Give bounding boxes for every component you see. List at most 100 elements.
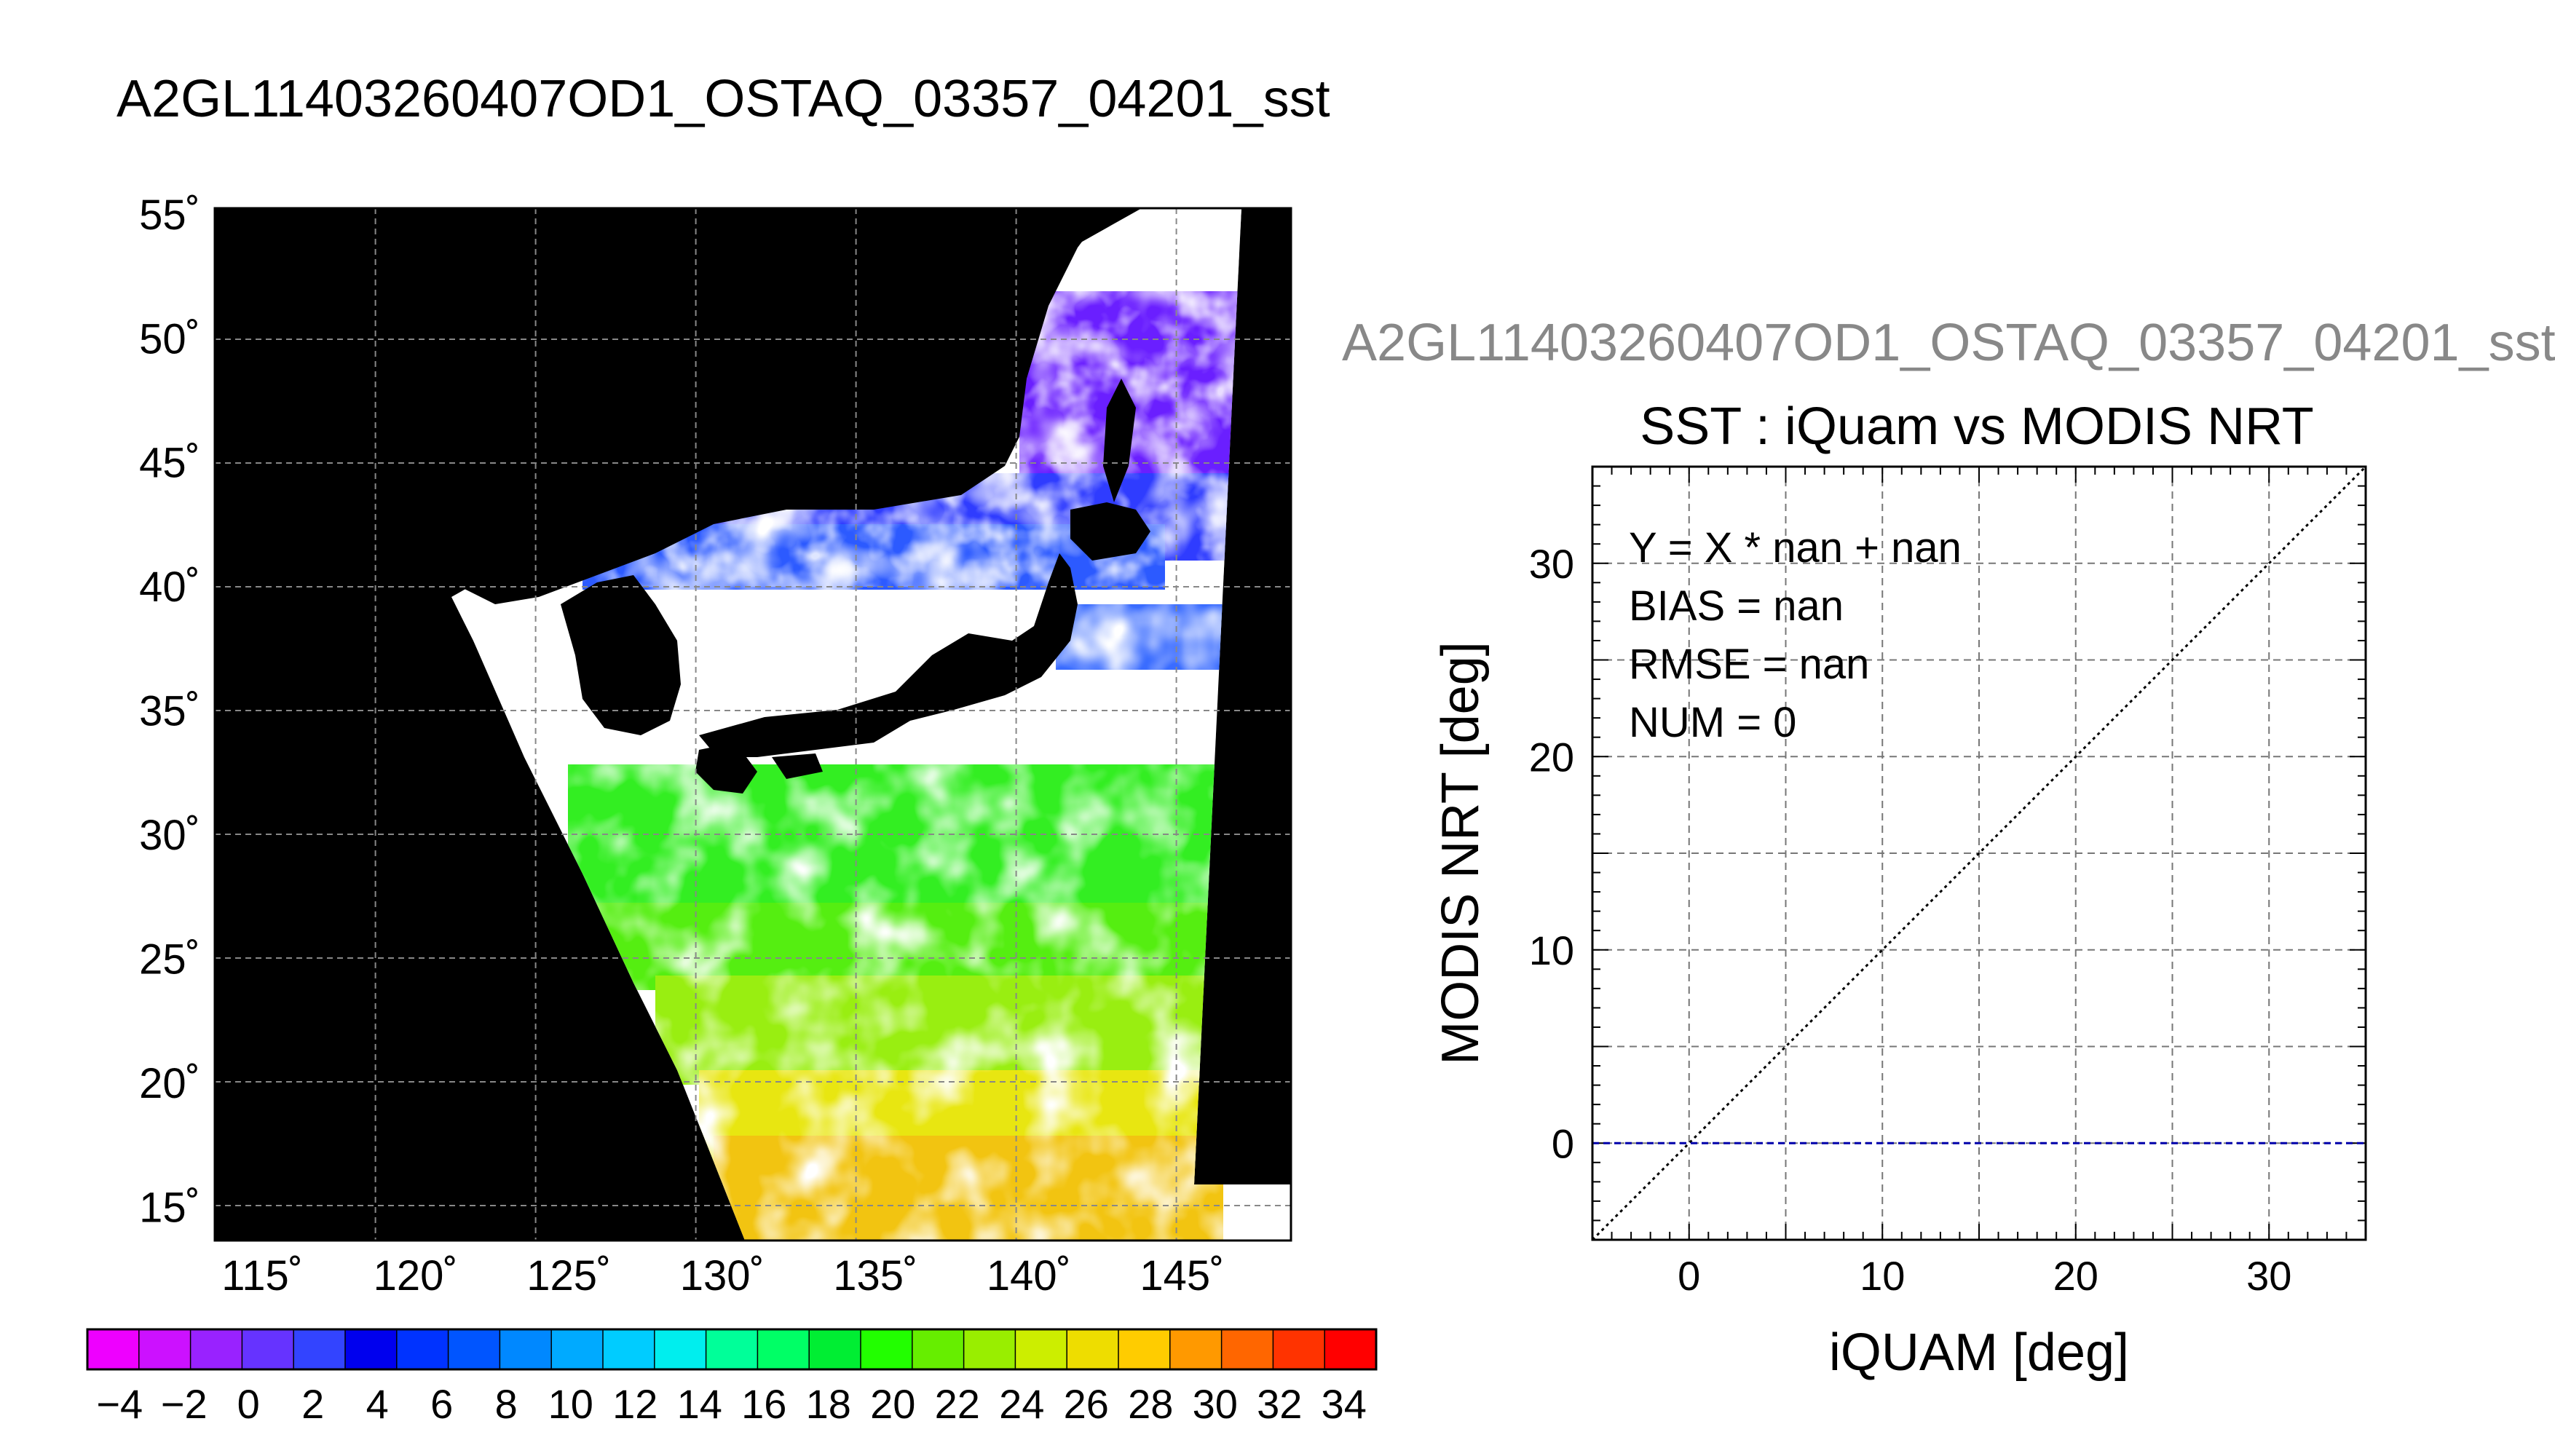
rmse-value: RMSE = nan [1629,641,1869,688]
map-title: A2GL11403260407OD1_OSTAQ_03357_04201_sst [117,70,1330,128]
colorbar-tick-label: 12 [612,1381,657,1427]
x-axis-label: iQUAM [deg] [1829,1324,2129,1382]
map-gridlines [215,208,1291,1241]
colorbar-cell [396,1329,449,1370]
scatter-frame [1591,465,2367,1241]
scatter-y-tick-label: 20 [1529,734,1574,780]
colorbar-cell [654,1329,707,1370]
colorbar-cell [1066,1329,1120,1370]
colorbar-tick-label: 24 [999,1381,1044,1427]
colorbar-cell [602,1329,656,1370]
colorbar-tick-label: 2 [301,1381,324,1427]
colorbar-tick-labels: −4 −2 0 2 4 6 8 10 12 14 16 18 20 22 24 26 28 30 32 34 [96,1381,1367,1427]
colorbar-tick-label: −2 [161,1381,208,1427]
colorbar-cell [860,1329,914,1370]
lat-tick-label: 55˚ [139,191,200,239]
bias-value: BIAS = nan [1629,582,1844,630]
colorbar-tick-label: 28 [1128,1381,1173,1427]
lon-tick-label: 135˚ [833,1252,917,1299]
colorbar-cell [1118,1329,1172,1370]
honshu-island [699,553,1078,757]
shikoku-island [772,753,823,779]
lat-tick-label: 20˚ [139,1060,200,1107]
y-axis-label: MODIS NRT [deg] [1431,641,1490,1065]
colorbar-frame [86,1328,1378,1371]
asia-mainland [215,208,1136,604]
colorbar-tick-label: 30 [1193,1381,1238,1427]
colorbar-tick-label: −4 [96,1381,143,1427]
scatter-file-title: A2GL11403260407OD1_OSTAQ_03357_04201_sst [1342,314,2555,372]
colorbar-tick-label: 6 [430,1381,453,1427]
colorbar-cell [1220,1329,1274,1370]
scatter-x-tick-label: 30 [2246,1253,2291,1299]
sst-map: 55˚ 50˚ 45˚ 40˚ 35˚ 30˚ 25˚ 20˚ 15˚ 115˚ 120˚ 125˚… [139,191,1292,1299]
colorbar-tick-label: 14 [677,1381,722,1427]
one-to-one-line [1592,467,2366,1240]
colorbar-cell [1169,1329,1223,1370]
scatter-lines [1592,467,2366,1240]
scatter-y-tick-labels: 0 10 20 30 [1529,541,1574,1167]
scatter-x-tick-label: 20 [2053,1253,2098,1299]
colorbar-cell [87,1329,141,1370]
colorbar-cell [808,1329,862,1370]
colorbar-tick-label: 32 [1257,1381,1302,1427]
scatter-stats: Y = X * nan + nan BIAS = nan RMSE = nan … [1629,524,1962,746]
lon-tick-label: 130˚ [680,1252,765,1299]
colorbar-cell [705,1329,759,1370]
scatter-minor-ticks [1592,466,2366,1241]
colorbar-tick-label: 26 [1064,1381,1109,1427]
colorbar-cell [344,1329,398,1370]
colorbar-cell [241,1329,295,1370]
scatter-chart-title: SST : iQuam vs MODIS NRT [1640,397,2314,456]
latitude-tick-labels: 55˚ 50˚ 45˚ 40˚ 35˚ 30˚ 25˚ 20˚ 15˚ [139,191,200,1231]
colorbar: −4 −2 0 2 4 6 8 10 12 14 16 18 20 22 24 26 28 30 32 34 [86,1328,1378,1427]
colorbar-cell [550,1329,604,1370]
lat-tick-label: 30˚ [139,812,200,859]
colorbar-cell [963,1329,1016,1370]
lon-tick-label: 115˚ [221,1252,303,1299]
colorbar-tick-label: 4 [366,1381,389,1427]
colorbar-tick-label: 18 [806,1381,851,1427]
colorbar-tick-label: 8 [495,1381,518,1427]
scatter-y-tick-label: 10 [1529,927,1574,973]
lon-tick-label: 120˚ [374,1252,458,1299]
colorbar-cell [1324,1329,1378,1370]
colorbar-cell [138,1329,191,1370]
colorbar-tick-label: 34 [1322,1381,1367,1427]
hokkaido-island [1070,502,1150,561]
lon-tick-label: 145˚ [1140,1252,1224,1299]
lat-tick-label: 50˚ [139,315,200,363]
scatter-y-tick-label: 30 [1529,541,1574,587]
scatter-y-tick-label: 0 [1552,1120,1574,1166]
longitude-tick-labels: 115˚ 120˚ 125˚ 130˚ 135˚ 140˚ 145˚ [221,1252,1224,1299]
lat-tick-label: 25˚ [139,935,200,983]
lat-tick-label: 15˚ [139,1184,200,1231]
scatter-x-tick-label: 0 [1678,1253,1700,1299]
num-value: NUM = 0 [1629,699,1796,746]
korea-landmass [561,575,681,735]
map-frame [213,207,1292,1242]
sakhalin-island [1103,379,1136,502]
colorbar-cell [912,1329,965,1370]
colorbar-cells [87,1329,1378,1370]
colorbar-cell [499,1329,553,1370]
colorbar-tick-label: 10 [548,1381,593,1427]
colorbar-tick-label: 20 [870,1381,915,1427]
colorbar-cell [1272,1329,1326,1370]
lat-tick-label: 45˚ [139,440,200,487]
lat-tick-label: 35˚ [139,688,200,735]
colorbar-cell [447,1329,501,1370]
colorbar-cell [757,1329,810,1370]
colorbar-tick-label: 0 [237,1381,260,1427]
colorbar-cell [189,1329,243,1370]
lon-tick-label: 125˚ [526,1252,611,1299]
fit-equation: Y = X * nan + nan [1629,524,1962,571]
colorbar-tick-label: 16 [741,1381,786,1427]
colorbar-cell [293,1329,347,1370]
scatter-x-tick-label: 10 [1860,1253,1905,1299]
land-mask [215,208,1150,794]
lat-tick-label: 40˚ [139,563,200,611]
scatter-plot: 0 10 20 30 0 10 20 30 Y = X * nan + nan BIAS =… [1431,465,2367,1382]
